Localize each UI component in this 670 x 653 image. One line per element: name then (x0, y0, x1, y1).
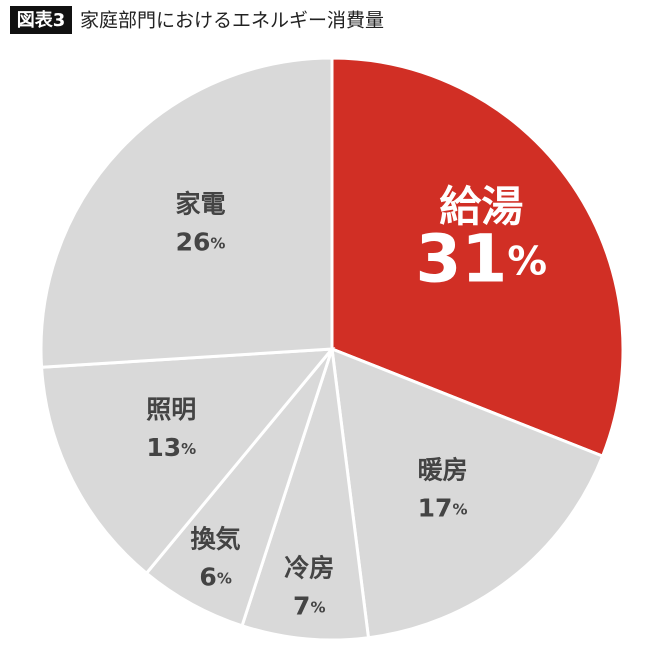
title-badge (10, 6, 72, 34)
pie-slice (330, 346, 605, 640)
value-label: 17% (418, 494, 468, 523)
chart-title: 家庭部門におけるエネルギー消費量 (80, 10, 384, 32)
slice-name: 暖房 (418, 456, 468, 485)
slice-name: 換気 (191, 525, 241, 554)
value-label: 13% (146, 433, 196, 462)
chart-label: 図表3 (17, 9, 66, 31)
pie-slice (330, 56, 625, 459)
pie-slice (39, 56, 334, 369)
value-label: 26% (176, 227, 226, 256)
value-label: 7% (293, 591, 325, 620)
value-label: 31% (415, 221, 547, 298)
slice-name: 冷房 (284, 553, 334, 582)
slice-name: 照明 (146, 395, 196, 424)
pie-slice (240, 348, 371, 642)
value-label: 6% (199, 563, 231, 592)
slice-name: 家電 (175, 189, 225, 218)
slice-name: 給湯 (439, 182, 523, 231)
pie-slice (39, 347, 336, 576)
